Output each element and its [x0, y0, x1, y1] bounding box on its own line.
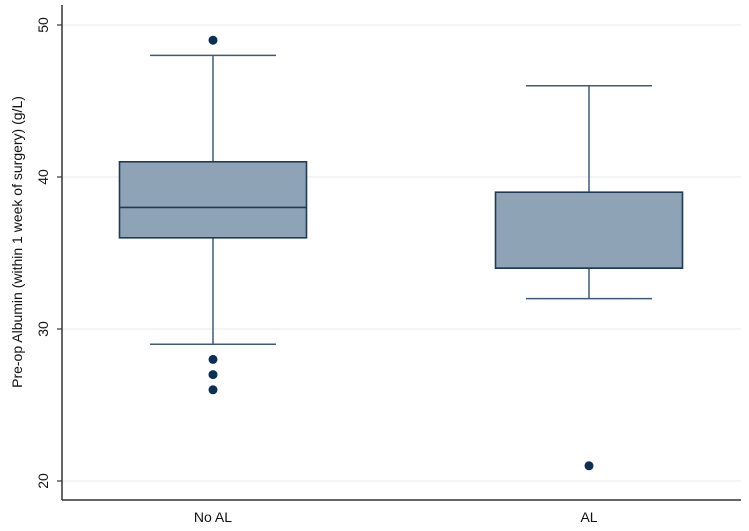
- y-axis: 20 30 40 50: [35, 5, 63, 500]
- outlier-point: [208, 370, 218, 380]
- x-category-label: AL: [580, 509, 597, 525]
- box-no-al: [118, 35, 308, 395]
- outlier-point: [208, 354, 218, 364]
- outlier-point: [208, 35, 218, 45]
- x-axis: No AL AL: [62, 499, 741, 525]
- y-axis-title: Pre-op Albumin (within 1 week of surgery…: [9, 96, 25, 388]
- iqr-box: [494, 191, 684, 269]
- outlier-point: [584, 461, 594, 471]
- iqr-box: [118, 161, 308, 239]
- x-category-label: No AL: [194, 509, 232, 525]
- boxes: [118, 35, 684, 471]
- box-al: [494, 85, 684, 471]
- y-tick-label: 20: [35, 473, 51, 489]
- y-tick-label: 30: [35, 321, 51, 337]
- y-tick-label: 50: [35, 17, 51, 33]
- outlier-point: [208, 385, 218, 395]
- y-tick-label: 40: [35, 169, 51, 185]
